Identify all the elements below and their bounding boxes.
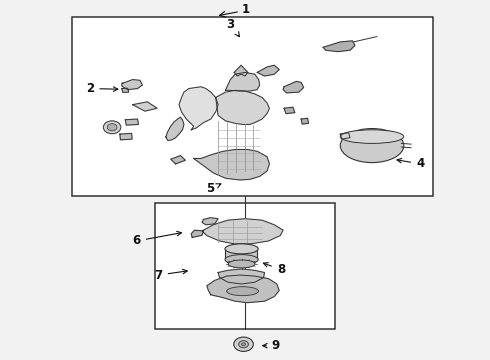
Polygon shape xyxy=(257,65,279,76)
Polygon shape xyxy=(171,156,185,164)
Polygon shape xyxy=(122,88,129,93)
Polygon shape xyxy=(216,90,270,125)
Bar xyxy=(225,248,257,260)
Polygon shape xyxy=(234,65,248,76)
Polygon shape xyxy=(202,219,283,244)
Circle shape xyxy=(242,343,245,346)
Ellipse shape xyxy=(225,255,258,265)
Circle shape xyxy=(103,121,121,134)
Polygon shape xyxy=(207,275,279,303)
Ellipse shape xyxy=(228,260,255,268)
Bar xyxy=(155,203,335,329)
Text: 7: 7 xyxy=(155,269,187,282)
Polygon shape xyxy=(166,117,184,140)
Circle shape xyxy=(234,337,253,351)
Polygon shape xyxy=(284,107,295,114)
Polygon shape xyxy=(340,133,350,139)
Circle shape xyxy=(239,341,248,348)
Polygon shape xyxy=(125,119,139,125)
Polygon shape xyxy=(120,134,132,140)
Polygon shape xyxy=(194,149,270,180)
Text: 6: 6 xyxy=(133,231,181,247)
Ellipse shape xyxy=(340,130,404,143)
Text: 4: 4 xyxy=(397,157,424,170)
Polygon shape xyxy=(225,72,260,91)
Polygon shape xyxy=(133,102,157,111)
Polygon shape xyxy=(179,87,218,130)
Polygon shape xyxy=(301,118,309,124)
Bar xyxy=(72,17,433,196)
Polygon shape xyxy=(202,218,218,225)
Text: 2: 2 xyxy=(86,82,118,95)
Ellipse shape xyxy=(227,287,258,296)
Text: 8: 8 xyxy=(264,263,285,276)
Polygon shape xyxy=(218,269,265,284)
Text: 3: 3 xyxy=(226,18,240,37)
Polygon shape xyxy=(191,230,203,237)
Polygon shape xyxy=(283,81,304,93)
Text: 9: 9 xyxy=(263,339,280,352)
Text: 5: 5 xyxy=(206,183,221,195)
Polygon shape xyxy=(323,41,355,51)
Ellipse shape xyxy=(225,244,258,254)
Ellipse shape xyxy=(340,129,404,163)
Text: 1: 1 xyxy=(242,3,250,16)
Circle shape xyxy=(107,124,117,131)
Polygon shape xyxy=(122,80,143,90)
